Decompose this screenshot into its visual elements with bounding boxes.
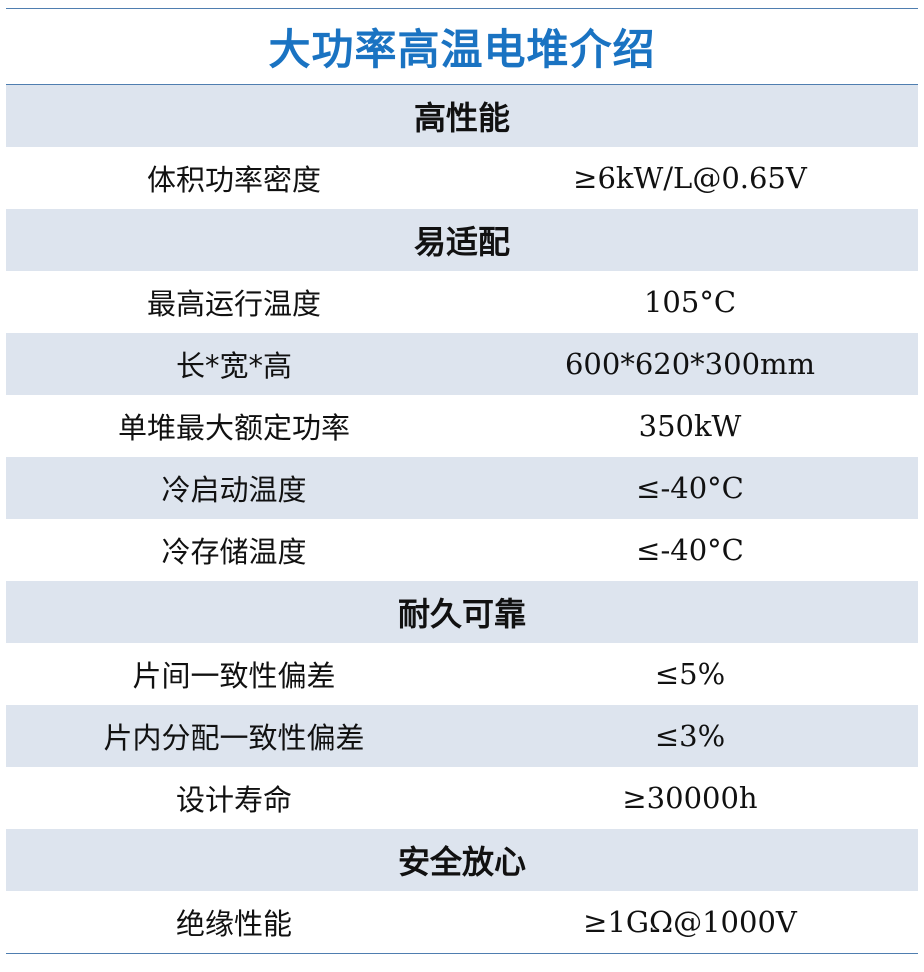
section-title: 安全放心 <box>397 843 526 881</box>
spec-table: 大功率高温电堆介绍 高性能 体积功率密度 ≥6kW/L@0.65V 易适配 最高… <box>6 8 918 954</box>
section-header-performance: 高性能 <box>6 85 918 147</box>
spec-label: 设计寿命 <box>175 783 292 817</box>
section-header-durability: 耐久可靠 <box>6 581 918 643</box>
spec-value: 600*620*300mm <box>564 347 816 381</box>
spec-value: 105°C <box>643 285 737 319</box>
section-header-safety: 安全放心 <box>6 829 918 891</box>
spec-label: 最高运行温度 <box>146 287 321 321</box>
table-row: 冷启动温度 ≤-40°C <box>6 457 918 519</box>
section-title: 易适配 <box>413 223 510 261</box>
spec-label: 绝缘性能 <box>175 907 292 941</box>
spec-label: 片内分配一致性偏差 <box>103 721 365 755</box>
table-row: 冷存储温度 ≤-40°C <box>6 519 918 581</box>
spec-label: 片间一致性偏差 <box>132 659 336 693</box>
table-row: 设计寿命 ≥30000h <box>6 767 918 829</box>
spec-label: 长*宽*高 <box>175 349 292 383</box>
title-row: 大功率高温电堆介绍 <box>6 9 918 84</box>
bottom-rule <box>6 953 918 954</box>
spec-value: ≤5% <box>654 657 726 691</box>
spec-value: ≤-40°C <box>636 471 744 505</box>
section-title: 耐久可靠 <box>397 595 526 633</box>
spec-label: 单堆最大额定功率 <box>117 411 350 445</box>
section-header-adaptability: 易适配 <box>6 209 918 271</box>
table-row: 绝缘性能 ≥1GΩ@1000V <box>6 891 918 953</box>
table-row: 片内分配一致性偏差 ≤3% <box>6 705 918 767</box>
table-row: 长*宽*高 600*620*300mm <box>6 333 918 395</box>
table-row: 单堆最大额定功率 350kW <box>6 395 918 457</box>
spec-value: 350kW <box>638 409 742 443</box>
title-rule <box>6 84 918 85</box>
spec-value: ≥1GΩ@1000V <box>583 905 797 939</box>
spec-value: ≥30000h <box>622 781 758 815</box>
top-rule <box>6 8 918 9</box>
spec-value: ≤3% <box>654 719 726 753</box>
table-row: 最高运行温度 105°C <box>6 271 918 333</box>
section-title: 高性能 <box>413 99 510 137</box>
spec-label: 冷存储温度 <box>161 535 307 569</box>
table-row: 体积功率密度 ≥6kW/L@0.65V <box>6 147 918 209</box>
spec-label: 体积功率密度 <box>146 163 321 197</box>
spec-label: 冷启动温度 <box>161 473 307 507</box>
table-row: 片间一致性偏差 ≤5% <box>6 643 918 705</box>
spec-value: ≤-40°C <box>636 533 744 567</box>
page-title: 大功率高温电堆介绍 <box>268 25 656 74</box>
spec-value: ≥6kW/L@0.65V <box>573 161 807 195</box>
